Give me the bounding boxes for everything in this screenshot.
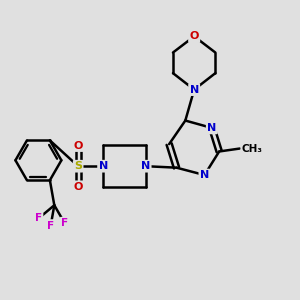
Text: N: N [200,170,209,180]
Text: N: N [207,123,217,133]
Text: O: O [74,182,83,192]
Text: N: N [99,161,108,171]
Text: N: N [190,85,199,94]
Text: F: F [47,220,54,230]
Text: O: O [190,31,199,41]
Text: F: F [61,218,68,228]
Text: CH₃: CH₃ [241,143,262,154]
Text: S: S [74,161,82,171]
Text: F: F [35,214,42,224]
Text: N: N [141,161,150,171]
Text: O: O [74,141,83,151]
